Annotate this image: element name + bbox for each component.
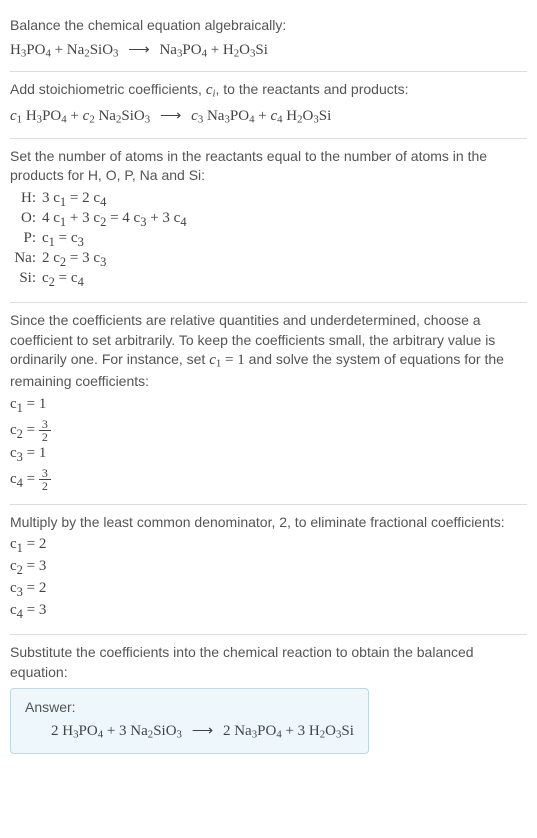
lcm-c2: c2 = 3	[10, 558, 527, 578]
t: + H	[207, 42, 234, 58]
c: c	[209, 352, 216, 368]
t: Na	[159, 42, 177, 58]
section-atom-balance: Set the number of atoms in the reactants…	[10, 139, 527, 303]
atom-equation: 4 c1 + 3 c2 = 4 c3 + 3 c4	[42, 210, 193, 230]
answer-box: Answer: 2 H3PO4 + 3 Na2SiO3 ⟶ 2 Na3PO4 +…	[10, 688, 369, 754]
intro-label: Balance the chemical equation algebraica…	[10, 16, 527, 36]
t: = 1	[221, 352, 244, 368]
solve-c2: c2 = 32	[10, 418, 527, 443]
t: Si	[255, 42, 268, 58]
atom-element: Na:	[10, 250, 42, 270]
den: 2	[39, 431, 51, 443]
fraction: 32	[39, 467, 51, 492]
subst-text: Substitute the coefficients into the che…	[10, 643, 527, 682]
t: H	[283, 108, 298, 124]
t: Si	[319, 108, 332, 124]
atom-equation: c2 = c4	[42, 270, 193, 290]
coeff-equation: c1 H3PO4 + c2 Na2SiO3 ⟶ c3 Na3PO4 + c4 H…	[10, 106, 527, 126]
section-intro: Balance the chemical equation algebraica…	[10, 8, 527, 72]
t: PO	[42, 108, 61, 124]
atom-element: P:	[10, 230, 42, 250]
atom-equation: 3 c1 = 2 c4	[42, 190, 193, 210]
arrow-icon: ⟶	[122, 40, 156, 59]
t: PO	[257, 723, 276, 739]
lcm-c3: c3 = 2	[10, 580, 527, 600]
t: Add stoichiometric coefficients,	[10, 81, 206, 97]
atom-element: H:	[10, 190, 42, 210]
t: , to the reactants and products:	[216, 81, 409, 97]
atom-row: P:c1 = c3	[10, 230, 193, 250]
t: 2 Na	[223, 723, 252, 739]
t: PO	[230, 108, 249, 124]
arrow-icon: ⟶	[154, 106, 188, 125]
t: H	[22, 108, 37, 124]
solve-c3: c3 = 1	[10, 445, 527, 465]
t: + Na	[51, 42, 84, 58]
section-solve-fractional: Since the coefficients are relative quan…	[10, 303, 527, 505]
atom-row: Si:c2 = c4	[10, 270, 193, 290]
relative-text: Since the coefficients are relative quan…	[10, 311, 527, 392]
c: c	[10, 108, 17, 124]
coeff-intro: Add stoichiometric coefficients, ci, to …	[10, 80, 527, 102]
intro-equation: H3PO4 + Na2SiO3 ⟶ Na3PO4 + H2O3Si	[10, 40, 527, 60]
num: 3	[39, 418, 51, 431]
t: SiO	[153, 723, 176, 739]
ci: c	[206, 82, 213, 98]
solve-c4: c4 = 32	[10, 467, 527, 492]
c: c	[191, 108, 198, 124]
t: Na	[203, 108, 224, 124]
t: PO	[182, 42, 201, 58]
t: 2 H	[51, 723, 73, 739]
atoms-intro: Set the number of atoms in the reactants…	[10, 147, 527, 186]
atom-row: H:3 c1 = 2 c4	[10, 190, 193, 210]
t: PO	[26, 42, 45, 58]
atom-equation: c1 = c3	[42, 230, 193, 250]
den: 2	[39, 480, 51, 492]
t: SiO	[121, 108, 144, 124]
section-lcm: Multiply by the least common denominator…	[10, 505, 527, 636]
section-answer: Substitute the coefficients into the che…	[10, 635, 527, 766]
answer-label: Answer:	[25, 699, 354, 715]
t: H	[10, 42, 21, 58]
t: O	[325, 723, 336, 739]
section-add-coeff: Add stoichiometric coefficients, ci, to …	[10, 72, 527, 138]
t: Si	[341, 723, 354, 739]
t: O	[303, 108, 314, 124]
num: 3	[39, 467, 51, 480]
t: O	[239, 42, 250, 58]
atom-row: Na:2 c2 = 3 c3	[10, 250, 193, 270]
atom-equation: 2 c2 = 3 c3	[42, 250, 193, 270]
intro-rhs: Na3PO4 + H2O3Si	[159, 42, 267, 58]
t: SiO	[90, 42, 113, 58]
arrow-icon: ⟶	[186, 721, 220, 740]
atom-table: H:3 c1 = 2 c4O:4 c1 + 3 c2 = 4 c3 + 3 c4…	[10, 190, 193, 290]
t: Na	[95, 108, 116, 124]
fraction: 32	[39, 418, 51, 443]
atom-row: O:4 c1 + 3 c2 = 4 c3 + 3 c4	[10, 210, 193, 230]
t: + 3 H	[282, 723, 320, 739]
atom-element: Si:	[10, 270, 42, 290]
atom-element: O:	[10, 210, 42, 230]
lcm-text: Multiply by the least common denominator…	[10, 513, 527, 533]
solve-c1: c1 = c₁ = 11	[10, 396, 527, 416]
lcm-c1: c1 = 2	[10, 536, 527, 556]
lcm-c4: c4 = 3	[10, 602, 527, 622]
answer-equation: 2 H3PO4 + 3 Na2SiO3 ⟶ 2 Na3PO4 + 3 H2O3S…	[25, 721, 354, 741]
intro-lhs: H3PO4 + Na2SiO3	[10, 42, 122, 58]
t: + 3 Na	[103, 723, 148, 739]
t: PO	[79, 723, 98, 739]
